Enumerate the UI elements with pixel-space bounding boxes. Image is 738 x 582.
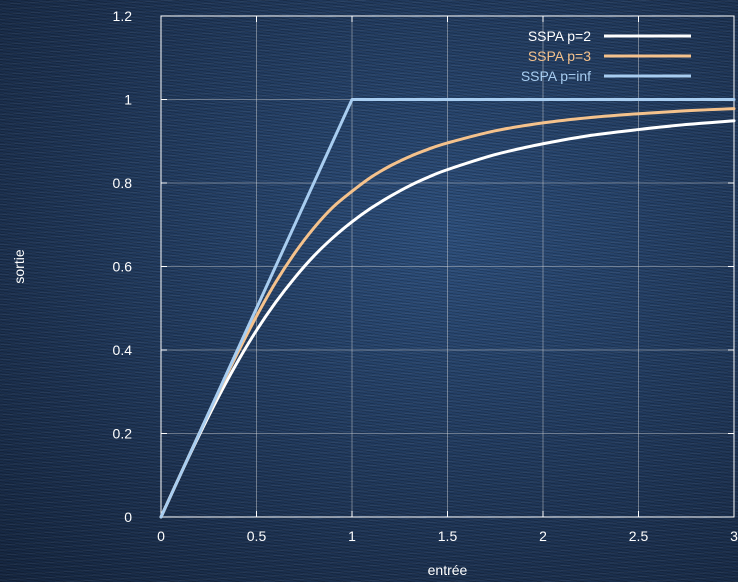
series-lines <box>159 98 736 519</box>
legend-label-0: SSPA p=2 <box>528 28 591 44</box>
x-tick-label: 2 <box>539 528 547 544</box>
x-tick-label: 0.5 <box>247 528 267 544</box>
x-tick-label: 3 <box>730 528 738 544</box>
series-line-2 <box>159 98 736 519</box>
x-tick-label: 1 <box>348 528 356 544</box>
x-tick-label: 1.5 <box>438 528 458 544</box>
x-tick-label: 2.5 <box>629 528 649 544</box>
grid <box>161 16 734 517</box>
y-tick-label: 1.2 <box>113 8 133 24</box>
y-tick-label: 0 <box>124 509 132 525</box>
y-tick-label: 0.8 <box>113 175 133 191</box>
y-tick-label: 0.6 <box>113 259 133 275</box>
legend-label-2: SSPA p=inf <box>521 68 591 84</box>
x-tick-label: 0 <box>157 528 165 544</box>
series-line-0 <box>159 119 736 519</box>
y-tick-label: 1 <box>124 92 132 108</box>
y-tick-label: 0.2 <box>113 426 133 442</box>
axis-ticks: 0 0.5 1 1.5 2 2.5 3 0 0.2 0.4 0.6 0.8 1 1.2 <box>113 8 738 544</box>
x-axis-label: entrée <box>428 562 468 578</box>
legend-label-1: SSPA p=3 <box>528 48 591 64</box>
y-tick-label: 0.4 <box>113 342 133 358</box>
legend: SSPA p=2 SSPA p=3 SSPA p=inf <box>521 28 691 84</box>
y-axis-label: sortie <box>11 249 27 283</box>
